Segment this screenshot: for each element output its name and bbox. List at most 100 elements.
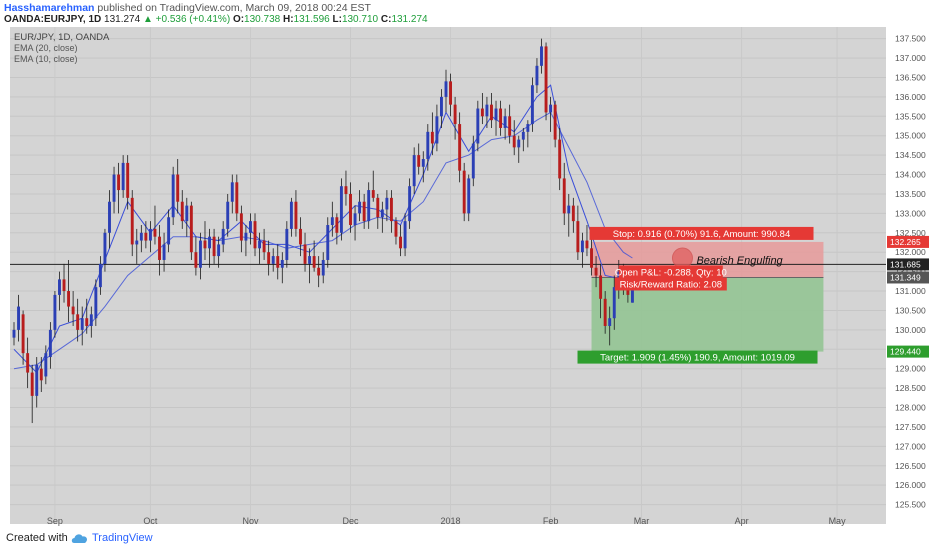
author-link[interactable]: Hasshamarehman xyxy=(4,2,95,14)
candle-body xyxy=(612,287,616,319)
price-tick-label: 134.000 xyxy=(895,170,926,180)
price-tick-label: 129.000 xyxy=(895,364,926,374)
candle xyxy=(249,213,252,245)
candle-body xyxy=(130,197,134,245)
candle xyxy=(267,240,271,276)
price-tick-label: 131.000 xyxy=(895,286,926,296)
candle xyxy=(230,174,234,214)
candle-body xyxy=(112,174,116,202)
candle xyxy=(389,190,393,233)
candle xyxy=(430,112,434,156)
candle xyxy=(562,162,566,226)
price-tick-label: 125.500 xyxy=(895,500,926,510)
candle xyxy=(585,225,589,257)
candle xyxy=(549,96,553,132)
candle-body xyxy=(435,116,439,144)
candle-body xyxy=(171,174,175,218)
price-tag-text: 131.685 xyxy=(890,259,921,269)
price-tick-label: 135.000 xyxy=(895,131,926,141)
pnl-label-bg xyxy=(618,265,723,279)
candle xyxy=(148,221,152,253)
candle-body xyxy=(330,217,334,226)
candle xyxy=(280,252,284,284)
candle-body xyxy=(449,81,453,105)
candle xyxy=(289,197,293,237)
candle xyxy=(612,275,616,330)
candle xyxy=(112,166,116,214)
candle xyxy=(226,193,230,237)
ema-lines xyxy=(13,84,633,374)
candle-body xyxy=(385,197,389,210)
candle xyxy=(544,42,548,121)
candle xyxy=(344,170,348,206)
price-tag-text: 132.265 xyxy=(890,237,921,247)
price-tick-label: 134.500 xyxy=(895,150,926,160)
candle-body xyxy=(239,213,243,241)
candle-body xyxy=(485,104,489,117)
price-tick-label: 136.000 xyxy=(895,92,926,102)
candle-body xyxy=(294,201,298,229)
candle xyxy=(176,159,180,214)
price-chart[interactable]: Bearish Engulfing Stop: 0.916 (0.70%) 91.… xyxy=(0,26,932,526)
price-tag-bg xyxy=(887,258,929,271)
low-label: L: xyxy=(332,14,342,25)
stop-label: Stop: 0.916 (0.70%) 91.6, Amount: 990.84 xyxy=(589,226,814,240)
candle xyxy=(98,256,102,295)
legend: EUR/JPY, 1D, OANDA EMA (20, close) EMA (… xyxy=(14,32,110,64)
candle xyxy=(235,174,239,222)
candle-body xyxy=(603,298,607,326)
up-arrow-icon: ▲ xyxy=(142,14,153,25)
candle xyxy=(339,178,343,241)
candle-body xyxy=(362,201,366,222)
tradingview-brand[interactable]: TradingView xyxy=(92,532,153,544)
candle xyxy=(217,236,221,268)
candle-body xyxy=(280,259,284,268)
price-tag-bg xyxy=(887,345,929,358)
candle-body xyxy=(399,236,402,249)
candle-body xyxy=(62,279,66,292)
candle xyxy=(80,306,84,346)
candle-body xyxy=(462,170,466,214)
candle-body xyxy=(226,201,230,229)
candle xyxy=(126,155,130,210)
candle-body xyxy=(317,267,321,276)
candle-body xyxy=(549,104,553,113)
candle xyxy=(444,69,448,113)
candle xyxy=(599,263,603,319)
candle xyxy=(521,127,525,152)
candle-body xyxy=(158,236,161,260)
candle-body xyxy=(312,256,316,268)
candle xyxy=(71,291,75,326)
candle xyxy=(67,259,71,323)
time-axis[interactable]: Sep Oct Nov Dec 2018 Feb Mar Apr May xyxy=(47,516,846,526)
candle-body xyxy=(335,217,339,233)
candle xyxy=(376,193,380,229)
candle-body xyxy=(567,205,571,214)
candle-body xyxy=(71,306,75,315)
tradingview-cloud-icon[interactable] xyxy=(70,530,90,546)
candle-body xyxy=(508,116,512,136)
candle xyxy=(271,248,275,272)
candle-body xyxy=(249,221,252,233)
price-tag-entry: 131.349 xyxy=(887,271,929,284)
candle-body xyxy=(198,240,202,268)
candle xyxy=(403,213,407,257)
candle-body xyxy=(403,221,407,249)
candle-body xyxy=(585,240,589,249)
candle-body xyxy=(521,131,525,140)
candle-body xyxy=(576,221,580,253)
candle xyxy=(503,108,507,140)
candle xyxy=(490,93,493,128)
time-tick-label: 2018 xyxy=(441,516,461,526)
candle-body xyxy=(103,232,107,264)
target-label-bg xyxy=(577,350,818,364)
candle xyxy=(594,256,598,288)
candle-body xyxy=(167,217,171,245)
candle xyxy=(426,124,430,171)
candle xyxy=(317,256,321,288)
candle-body xyxy=(144,232,148,241)
high-label: H: xyxy=(282,14,294,25)
candle-body xyxy=(258,240,262,249)
candle xyxy=(62,263,66,303)
candle-body xyxy=(389,197,393,222)
